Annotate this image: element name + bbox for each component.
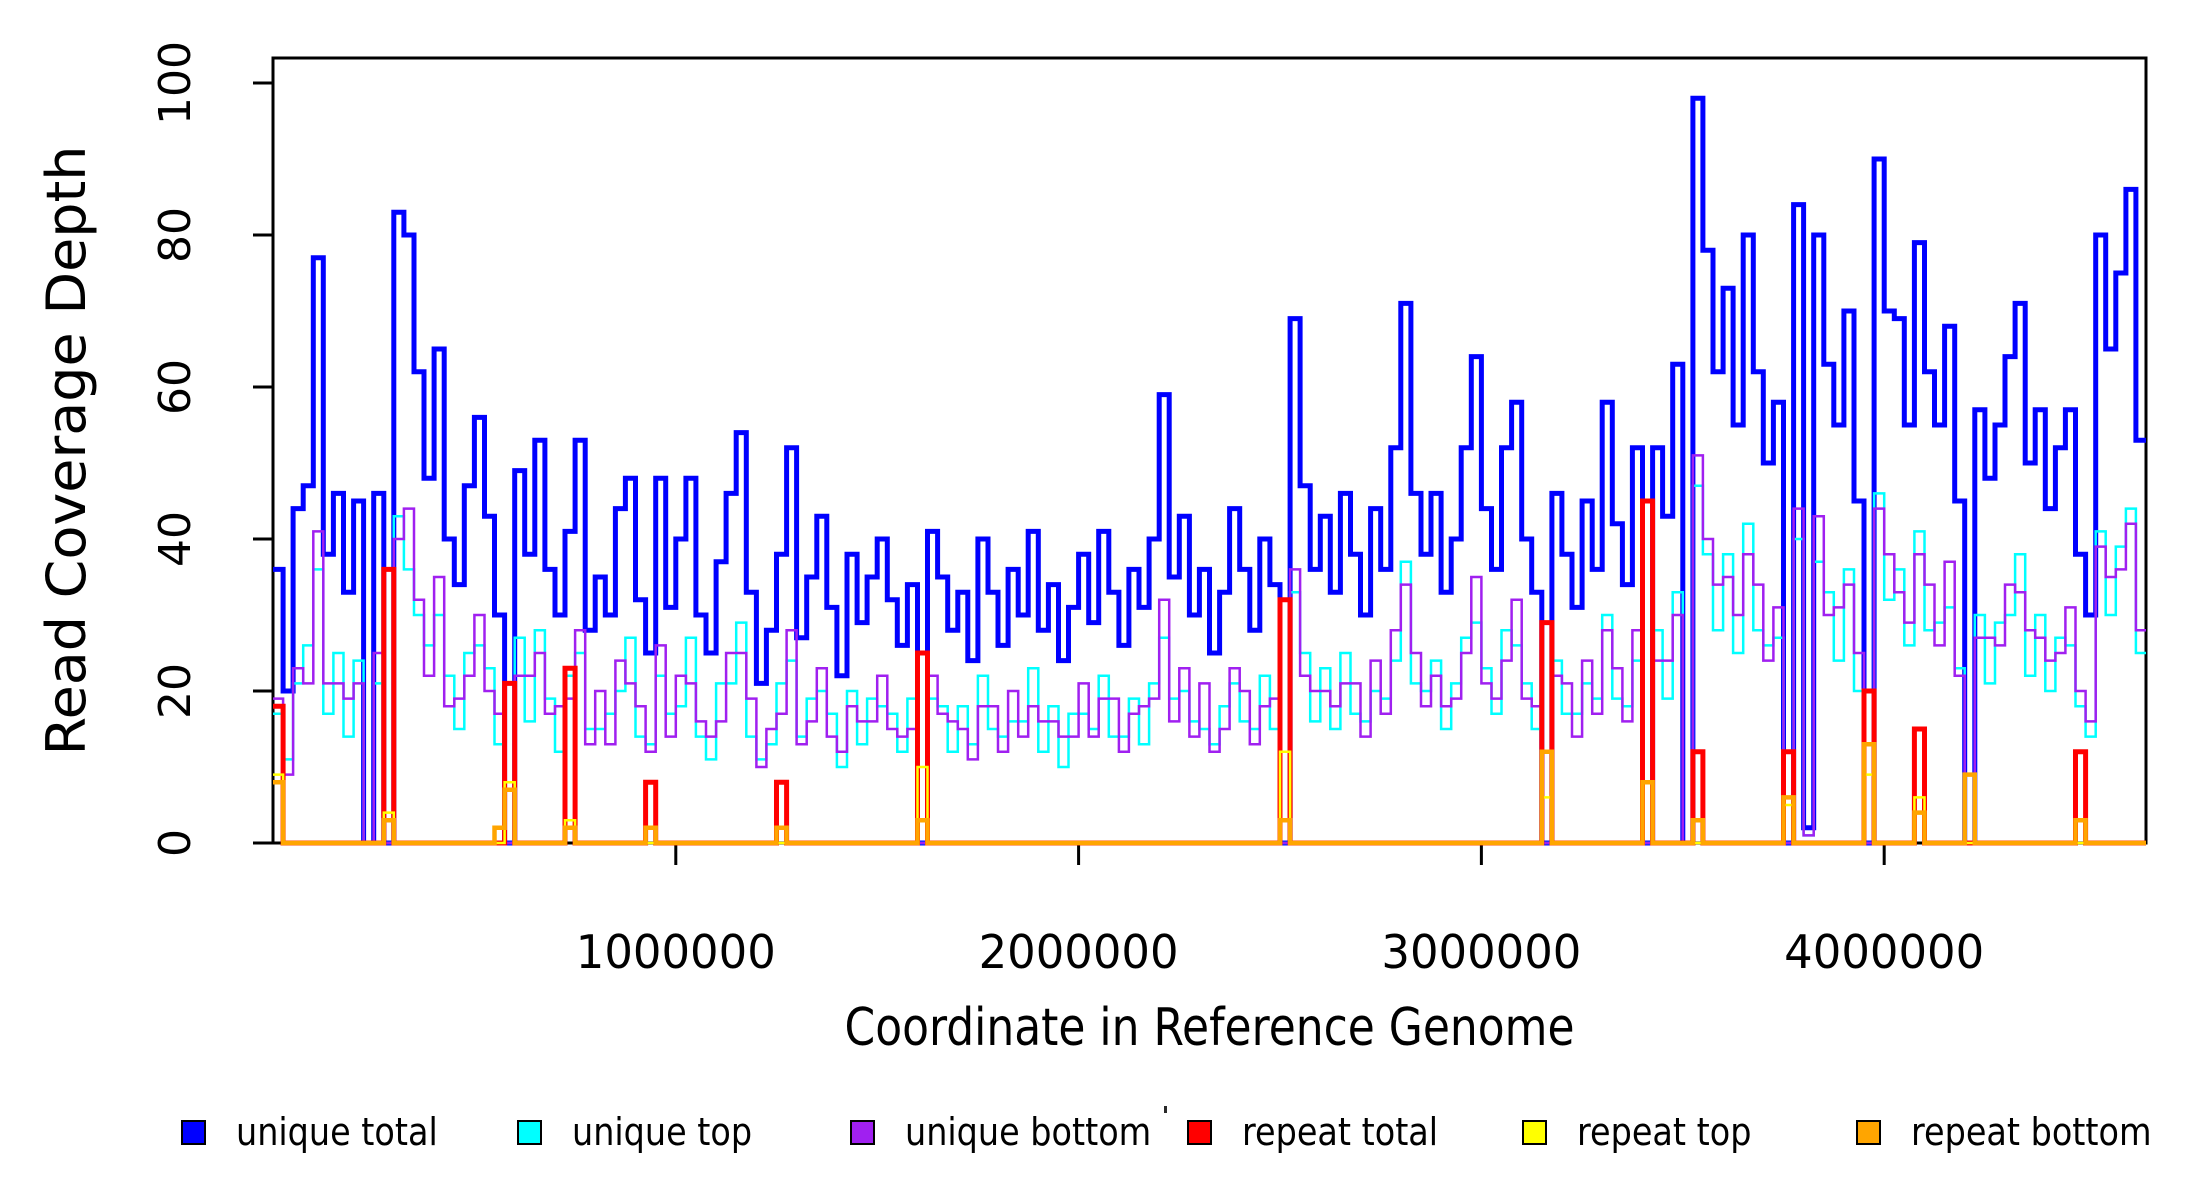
legend-label-unique-bottom: unique bottom — [905, 1110, 1152, 1154]
series-unique-bottom-line — [273, 454, 2146, 845]
legend: unique total unique top unique bottom re… — [0, 1110, 2200, 1156]
legend-label-repeat-bottom: repeat bottom — [1911, 1110, 2152, 1154]
legend-swatch-unique-total — [181, 1119, 206, 1145]
y-axis-title: Read Coverage Depth — [35, 146, 98, 756]
legend-item-repeat-bottom: repeat bottom — [1856, 1110, 2184, 1154]
x-tick-label: 3000000 — [1381, 925, 1581, 979]
legend-swatch-unique-top — [517, 1119, 542, 1145]
legend-item-repeat-total: repeat total — [1187, 1110, 1465, 1154]
x-axis-title: Coordinate in Reference Genome — [845, 998, 1575, 1058]
series-repeat-bottom-line — [273, 741, 2146, 846]
y-tick-label: 100 — [150, 41, 201, 125]
y-tick-label: 80 — [150, 207, 201, 263]
y-tick-label: 40 — [150, 511, 201, 567]
legend-swatch-repeat-bottom — [1856, 1119, 1881, 1145]
x-tick-label: 4000000 — [1784, 925, 1984, 979]
legend-label-unique-top: unique top — [572, 1110, 753, 1154]
legend-item-unique-bottom: unique bottom — [850, 1110, 1185, 1154]
series-unique-total-line — [273, 95, 2146, 846]
legend-item-repeat-top: repeat top — [1522, 1110, 1775, 1154]
legend-swatch-repeat-total — [1187, 1119, 1212, 1145]
legend-swatch-repeat-top — [1522, 1119, 1547, 1145]
x-tick-label: 2000000 — [979, 925, 1179, 979]
legend-label-repeat-total: repeat total — [1242, 1110, 1439, 1154]
y-tick-label: 60 — [150, 359, 201, 415]
y-tick-label: 20 — [150, 663, 201, 719]
legend-swatch-unique-bottom — [850, 1119, 875, 1145]
legend-label-unique-total: unique total — [236, 1110, 438, 1154]
x-tick-label: 1000000 — [576, 925, 776, 979]
legend-item-unique-total: unique total — [181, 1110, 465, 1154]
legend-label-repeat-top: repeat top — [1577, 1110, 1752, 1154]
legend-item-unique-top: unique top — [517, 1110, 777, 1154]
legend-dot-artifact — [1164, 1106, 1167, 1113]
series-unique-top-line — [273, 484, 2146, 845]
y-tick-label: 0 — [150, 829, 201, 857]
